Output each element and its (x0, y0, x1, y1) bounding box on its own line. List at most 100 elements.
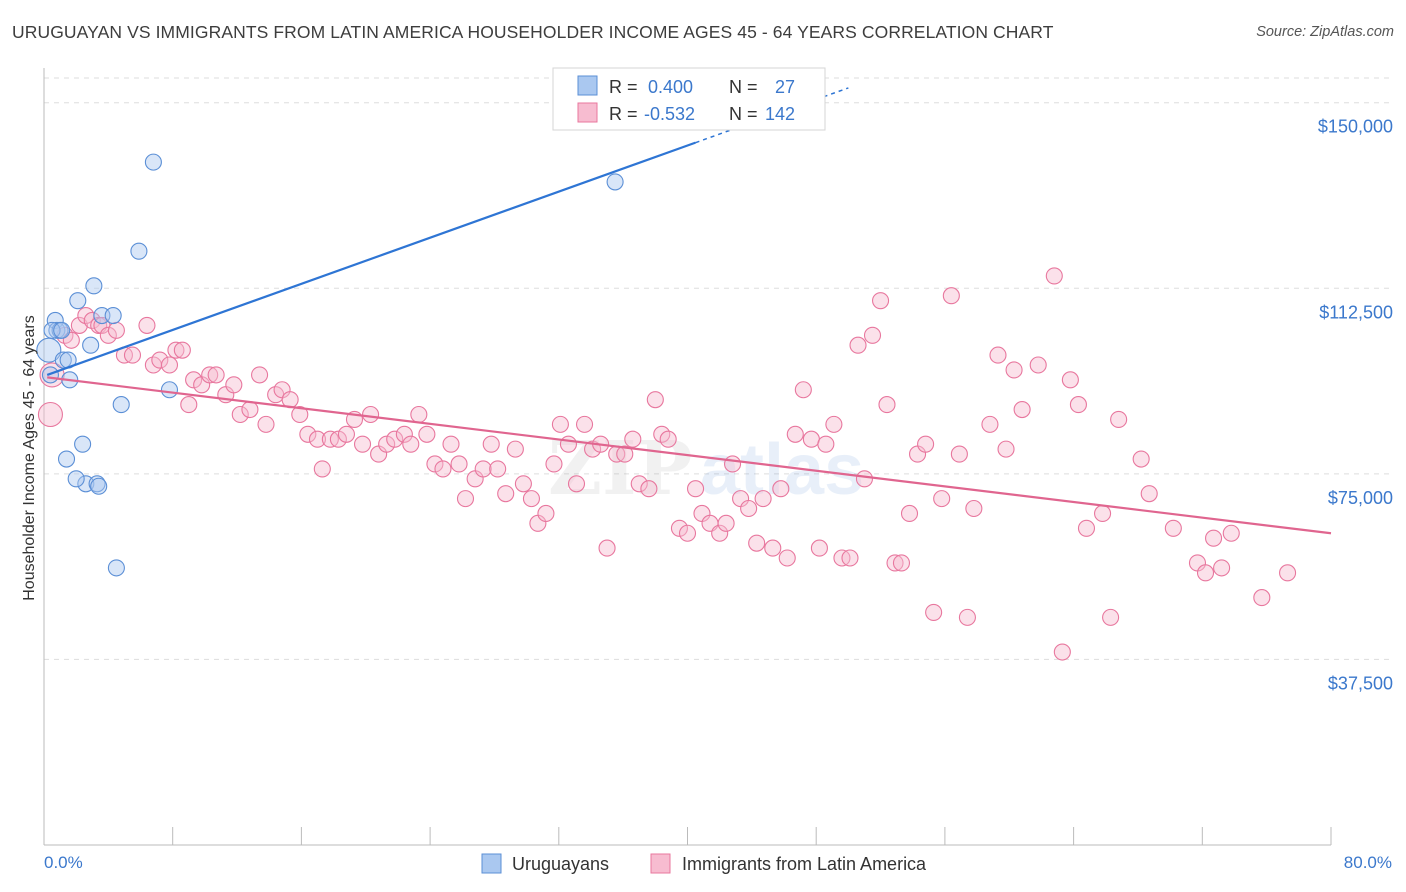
point-immigrants (1164, 519, 1182, 537)
point-immigrants (1196, 564, 1215, 582)
point-immigrants (892, 554, 911, 572)
point-immigrants (989, 346, 1007, 364)
point-immigrants (670, 519, 689, 537)
point-immigrants (456, 490, 475, 508)
point-immigrants (997, 440, 1015, 458)
x-tick-label-max: 80.0% (1344, 853, 1392, 872)
point-immigrants (717, 514, 735, 532)
point-immigrants (794, 381, 812, 399)
point-immigrants (754, 490, 772, 508)
y-axis-label: Householder Income Ages 45 - 64 years (21, 315, 38, 601)
point-immigrants (740, 499, 758, 518)
point-immigrants (386, 430, 404, 448)
y-tick-label: $75,000 (1328, 488, 1393, 508)
point-immigrants (950, 445, 968, 463)
point-immigrants (185, 371, 203, 389)
point-immigrants (410, 405, 428, 424)
watermark-atlas: atlas (700, 430, 864, 510)
point-immigrants (251, 366, 269, 384)
point-immigrants (402, 435, 420, 453)
point-immigrants (225, 376, 243, 394)
stats-r-value-pink: -0.532 (644, 104, 695, 124)
point-immigrants (925, 603, 943, 621)
x-tick-label-min: 0.0% (44, 853, 83, 872)
point-uruguayans (160, 381, 179, 399)
point-immigrants (308, 430, 327, 448)
stats-n-label-pink: N = (729, 104, 758, 124)
point-immigrants (353, 435, 372, 453)
point-uruguayans (53, 321, 71, 339)
stats-swatch-pink (577, 102, 598, 123)
point-immigrants (70, 316, 88, 334)
axes (43, 68, 1332, 846)
stats-n-label-blue: N = (729, 77, 758, 97)
point-immigrants (426, 455, 444, 473)
point-immigrants (630, 475, 648, 493)
point-uruguayans (144, 153, 162, 171)
point-immigrants (748, 534, 766, 552)
point-uruguayans (130, 242, 148, 260)
legend-swatch-uruguayans (481, 853, 502, 874)
point-uruguayans (67, 470, 85, 488)
point-uruguayans (69, 292, 87, 310)
point-immigrants (537, 504, 555, 523)
point-immigrants (1132, 450, 1150, 468)
point-immigrants (598, 539, 616, 557)
point-immigrants (151, 351, 169, 369)
point-immigrants (167, 341, 185, 359)
point-immigrants (99, 326, 117, 344)
point-immigrants (551, 415, 569, 433)
point-immigrants (173, 341, 191, 359)
point-immigrants (257, 415, 275, 433)
point-immigrants (1094, 504, 1112, 523)
stats-n-value-blue: 27 (775, 77, 795, 97)
stats-r-label-pink: R = (609, 104, 638, 124)
point-immigrants (291, 405, 309, 424)
bottom-legend: Uruguayans Immigrants from Latin America (481, 853, 927, 874)
point-immigrants (1005, 361, 1023, 379)
point-uruguayans (82, 336, 100, 354)
point-immigrants (1069, 396, 1087, 414)
point-immigrants (313, 460, 331, 478)
point-immigrants (933, 490, 951, 508)
point-immigrants (418, 425, 436, 443)
stats-legend: R = 0.400 N = 27 R = -0.532 N = 142 (552, 67, 826, 131)
point-immigrants (1053, 643, 1071, 661)
point-immigrants (450, 455, 468, 473)
point-immigrants (37, 401, 63, 428)
point-immigrants (917, 435, 935, 453)
point-immigrants (362, 405, 380, 424)
point-immigrants (514, 475, 532, 493)
point-immigrants (329, 430, 347, 448)
point-uruguayans (85, 277, 103, 295)
point-immigrants (180, 396, 198, 414)
point-immigrants (624, 430, 642, 448)
point-immigrants (1213, 559, 1231, 577)
y-tick-labels: $37,500 $75,000 $112,500 $150,000 (1318, 117, 1393, 694)
point-immigrants (201, 366, 219, 384)
trend-line-immigrants (47, 376, 1332, 535)
point-immigrants (817, 435, 835, 453)
trend-line-uruguayans (46, 141, 696, 376)
point-immigrants (160, 356, 179, 374)
point-immigrants (1029, 356, 1047, 374)
point-immigrants (1045, 267, 1063, 285)
point-immigrants (659, 430, 677, 448)
point-immigrants (616, 445, 634, 463)
point-immigrants (107, 321, 125, 339)
point-uruguayans (606, 173, 624, 191)
legend-label-immigrants: Immigrants from Latin America (682, 854, 927, 874)
point-immigrants (646, 391, 664, 409)
point-immigrants (942, 287, 960, 305)
point-immigrants (506, 440, 524, 458)
stats-r-label-blue: R = (609, 77, 638, 97)
point-immigrants (764, 539, 782, 557)
point-immigrants (886, 554, 904, 572)
point-immigrants (863, 326, 882, 344)
point-immigrants (489, 460, 507, 478)
point-immigrants (1205, 529, 1223, 547)
point-immigrants (849, 336, 867, 354)
point-uruguayans (88, 475, 106, 493)
point-immigrants (1222, 524, 1240, 542)
